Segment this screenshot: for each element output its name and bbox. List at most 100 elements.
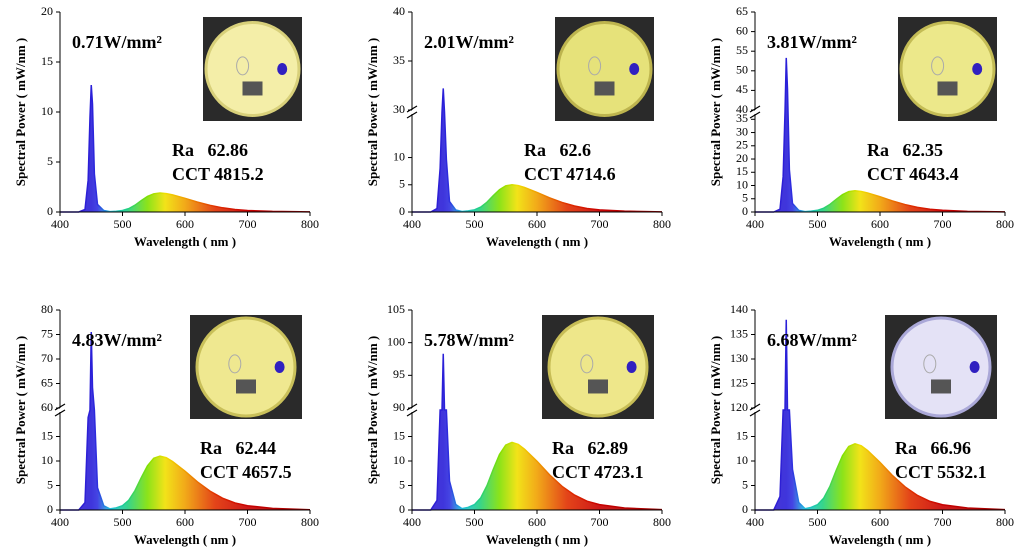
y-tick-label: 50 (736, 63, 748, 77)
x-tick-label: 800 (996, 515, 1014, 529)
panel: 0 5 10 30 35 40 400 500 600 700 800 Wavelength ( nm… (365, 4, 671, 249)
x-axis-label: Wavelength ( nm ) (134, 234, 236, 249)
x-tick-label: 600 (176, 217, 194, 231)
axis-break (749, 105, 761, 113)
x-tick-label: 400 (403, 217, 421, 231)
annotation: CCT 4714.6 (524, 164, 616, 184)
y-tick-label: 35 (393, 53, 405, 67)
x-tick-label: 700 (934, 515, 952, 529)
power-density: 2.01W/mm² (424, 32, 514, 52)
inset-photo (203, 17, 302, 121)
panel: 0 5 10 15 90 95 100 105 400 500 600 700 800 Wavelengt… (365, 302, 671, 547)
y-tick-label: 80 (41, 302, 53, 316)
y-tick-label: 10 (736, 177, 748, 191)
x-tick-label: 600 (871, 217, 889, 231)
x-tick-label: 800 (301, 217, 319, 231)
annotation: CCT 4815.2 (172, 164, 264, 184)
annotation: Ra 62.35 (867, 140, 943, 160)
spectrum-area (60, 332, 310, 510)
axis-break (406, 105, 418, 113)
y-tick-label: 0 (47, 204, 53, 218)
y-tick-label: 0 (47, 502, 53, 516)
x-tick-label: 700 (239, 217, 257, 231)
inset-photo (190, 315, 302, 419)
y-tick-label: 5 (399, 177, 405, 191)
annotation: CCT 5532.1 (895, 462, 987, 482)
x-tick-label: 500 (809, 217, 827, 231)
panel: 0 5 10 15 20 400 500 600 700 800 Wavelength ( nm )… (13, 4, 319, 249)
panel: 0 5 10 15 60 65 70 75 80 400 500 600 700 800 Wavelengt… (13, 302, 319, 547)
y-tick-label: 100 (387, 334, 405, 348)
axis-break (54, 403, 66, 411)
y-tick-label: 15 (393, 428, 405, 442)
x-tick-label: 600 (528, 515, 546, 529)
x-tick-label: 700 (239, 515, 257, 529)
y-tick-label: 95 (393, 367, 405, 381)
power-density: 3.81W/mm² (767, 32, 857, 52)
x-tick-label: 500 (466, 217, 484, 231)
y-tick-label: 30 (736, 124, 748, 138)
inset-photo (555, 17, 654, 121)
y-tick-label: 5 (742, 191, 748, 205)
y-tick-label: 35 (736, 111, 748, 125)
y-tick-label: 5 (47, 477, 53, 491)
power-density: 0.71W/mm² (72, 32, 162, 52)
x-tick-label: 800 (996, 217, 1014, 231)
y-tick-label: 65 (736, 4, 748, 18)
y-tick-label: 5 (399, 477, 405, 491)
annotation: Ra 62.86 (172, 140, 248, 160)
y-tick-label: 10 (393, 149, 405, 163)
y-tick-label: 105 (387, 302, 405, 316)
x-tick-label: 500 (114, 217, 132, 231)
y-tick-label: 25 (736, 138, 748, 152)
spectrum-line (755, 57, 1006, 213)
x-tick-label: 400 (51, 515, 69, 529)
y-tick-label: 20 (41, 4, 53, 18)
y-tick-label: 135 (730, 326, 748, 340)
x-tick-label: 800 (301, 515, 319, 529)
y-tick-label: 75 (41, 326, 53, 340)
y-tick-label: 130 (730, 351, 748, 365)
axis-break (749, 403, 761, 411)
y-tick-label: 15 (736, 164, 748, 178)
y-tick-label: 20 (736, 151, 748, 165)
y-axis-label: Spectral Power ( mW/nm ) (365, 336, 380, 485)
x-axis-label: Wavelength ( nm ) (829, 532, 931, 547)
annotation: Ra 62.89 (552, 438, 628, 458)
x-tick-label: 600 (176, 515, 194, 529)
y-tick-label: 30 (393, 102, 405, 116)
y-tick-label: 0 (399, 502, 405, 516)
panel: 0 5 10 15 120 125 130 135 140 400 500 600 700 800 Wave… (708, 302, 1014, 547)
y-tick-label: 125 (730, 375, 748, 389)
y-axis-label: Spectral Power ( mW/nm ) (13, 38, 28, 187)
x-tick-label: 800 (653, 515, 671, 529)
x-tick-label: 700 (591, 217, 609, 231)
axis-break (749, 111, 761, 119)
y-tick-label: 5 (47, 154, 53, 168)
y-axis-label: Spectral Power ( mW/nm ) (708, 38, 723, 187)
spectrum-area (412, 353, 662, 510)
axis-break (54, 409, 66, 417)
y-tick-label: 140 (730, 302, 748, 316)
y-tick-label: 0 (399, 204, 405, 218)
y-tick-label: 60 (736, 23, 748, 37)
x-axis-label: Wavelength ( nm ) (486, 234, 588, 249)
x-tick-label: 400 (403, 515, 421, 529)
y-tick-label: 10 (393, 453, 405, 467)
inset-photo (885, 315, 997, 419)
y-tick-label: 10 (41, 104, 53, 118)
axis-break (406, 111, 418, 119)
x-axis-label: Wavelength ( nm ) (134, 532, 236, 547)
x-axis-label: Wavelength ( nm ) (486, 532, 588, 547)
annotation: Ra 62.44 (200, 438, 276, 458)
annotation: Ra 62.6 (524, 140, 591, 160)
power-density: 4.83W/mm² (72, 330, 162, 350)
annotation: CCT 4643.4 (867, 164, 959, 184)
y-tick-label: 60 (41, 400, 53, 414)
x-tick-label: 500 (809, 515, 827, 529)
annotation: CCT 4723.1 (552, 462, 644, 482)
spectrum-line (60, 84, 311, 213)
y-tick-label: 0 (742, 204, 748, 218)
y-axis-label: Spectral Power ( mW/nm ) (708, 336, 723, 485)
y-axis-label: Spectral Power ( mW/nm ) (365, 38, 380, 187)
